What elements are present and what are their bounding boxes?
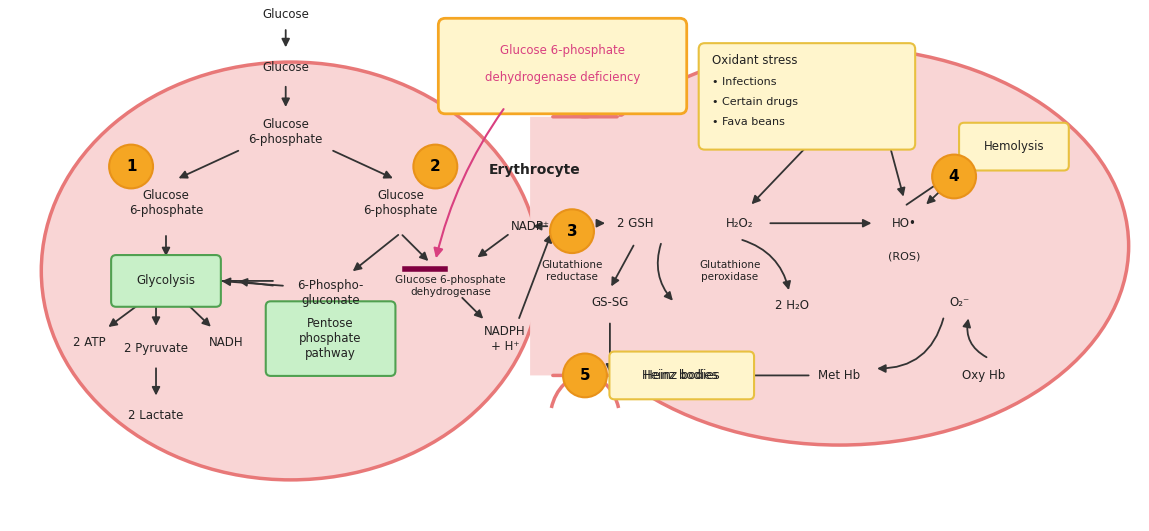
- Text: Glucose 6-phosphate: Glucose 6-phosphate: [500, 44, 625, 57]
- Text: O₂⁻: O₂⁻: [949, 296, 970, 309]
- Text: Glucose: Glucose: [262, 8, 309, 21]
- FancyBboxPatch shape: [111, 255, 221, 307]
- Text: Glutathione
peroxidase: Glutathione peroxidase: [699, 260, 761, 282]
- Text: Glutathione
reductase: Glutathione reductase: [541, 260, 603, 282]
- Circle shape: [109, 144, 153, 189]
- Text: GS-SG: GS-SG: [592, 296, 629, 309]
- Text: Heinz bodies: Heinz bodies: [643, 369, 719, 382]
- Text: Glycolysis: Glycolysis: [137, 275, 195, 287]
- Text: Oxidant stress: Oxidant stress: [711, 54, 797, 66]
- Text: • Certain drugs: • Certain drugs: [711, 97, 797, 107]
- Text: 2 H₂O: 2 H₂O: [774, 299, 809, 312]
- Text: 2 ATP: 2 ATP: [72, 336, 106, 349]
- Text: Oxy Hb: Oxy Hb: [963, 369, 1005, 382]
- Ellipse shape: [41, 62, 540, 480]
- Text: HO•: HO•: [892, 217, 917, 230]
- Text: 4: 4: [949, 169, 959, 184]
- Text: Glucose
6-phosphate: Glucose 6-phosphate: [248, 118, 323, 145]
- FancyBboxPatch shape: [438, 18, 687, 114]
- Text: Glucose
6-phosphate: Glucose 6-phosphate: [363, 190, 438, 217]
- FancyBboxPatch shape: [609, 352, 754, 399]
- FancyBboxPatch shape: [959, 123, 1069, 170]
- Text: NADH: NADH: [208, 336, 244, 349]
- Circle shape: [563, 354, 607, 397]
- Text: • Infections: • Infections: [711, 77, 777, 87]
- Text: 2: 2: [430, 159, 441, 174]
- Text: • Fava beans: • Fava beans: [711, 117, 785, 127]
- Text: 2 Lactate: 2 Lactate: [129, 409, 184, 422]
- Text: Met Hb: Met Hb: [818, 369, 861, 382]
- Text: H₂O₂: H₂O₂: [726, 217, 754, 230]
- Text: 1: 1: [126, 159, 137, 174]
- FancyBboxPatch shape: [699, 43, 915, 150]
- Circle shape: [414, 144, 457, 189]
- Text: NADPH
+ H⁺: NADPH + H⁺: [485, 324, 526, 353]
- FancyBboxPatch shape: [265, 301, 395, 376]
- Text: Heinz bodies: Heinz bodies: [642, 369, 718, 382]
- Text: 6-Phospho-
gluconate: 6-Phospho- gluconate: [298, 279, 364, 307]
- Text: Glucose 6-phosphate
dehydrogenase: Glucose 6-phosphate dehydrogenase: [395, 275, 506, 297]
- FancyBboxPatch shape: [530, 117, 650, 375]
- Text: Erythrocyte: Erythrocyte: [489, 162, 581, 176]
- Text: dehydrogenase deficiency: dehydrogenase deficiency: [485, 72, 640, 84]
- Circle shape: [932, 155, 976, 199]
- Text: Glucose
6-phosphate: Glucose 6-phosphate: [129, 190, 203, 217]
- Text: Hemolysis: Hemolysis: [984, 140, 1044, 153]
- Text: 2 GSH: 2 GSH: [617, 217, 653, 230]
- Ellipse shape: [550, 47, 1128, 445]
- Text: NADP⁺: NADP⁺: [510, 220, 549, 233]
- Text: 5: 5: [579, 368, 591, 383]
- Text: Glucose: Glucose: [262, 61, 309, 74]
- Text: (ROS): (ROS): [888, 251, 920, 261]
- Text: 2 Pyruvate: 2 Pyruvate: [124, 342, 188, 355]
- Text: Pentose
phosphate
pathway: Pentose phosphate pathway: [300, 317, 362, 360]
- Circle shape: [550, 209, 594, 253]
- Text: 3: 3: [566, 224, 577, 238]
